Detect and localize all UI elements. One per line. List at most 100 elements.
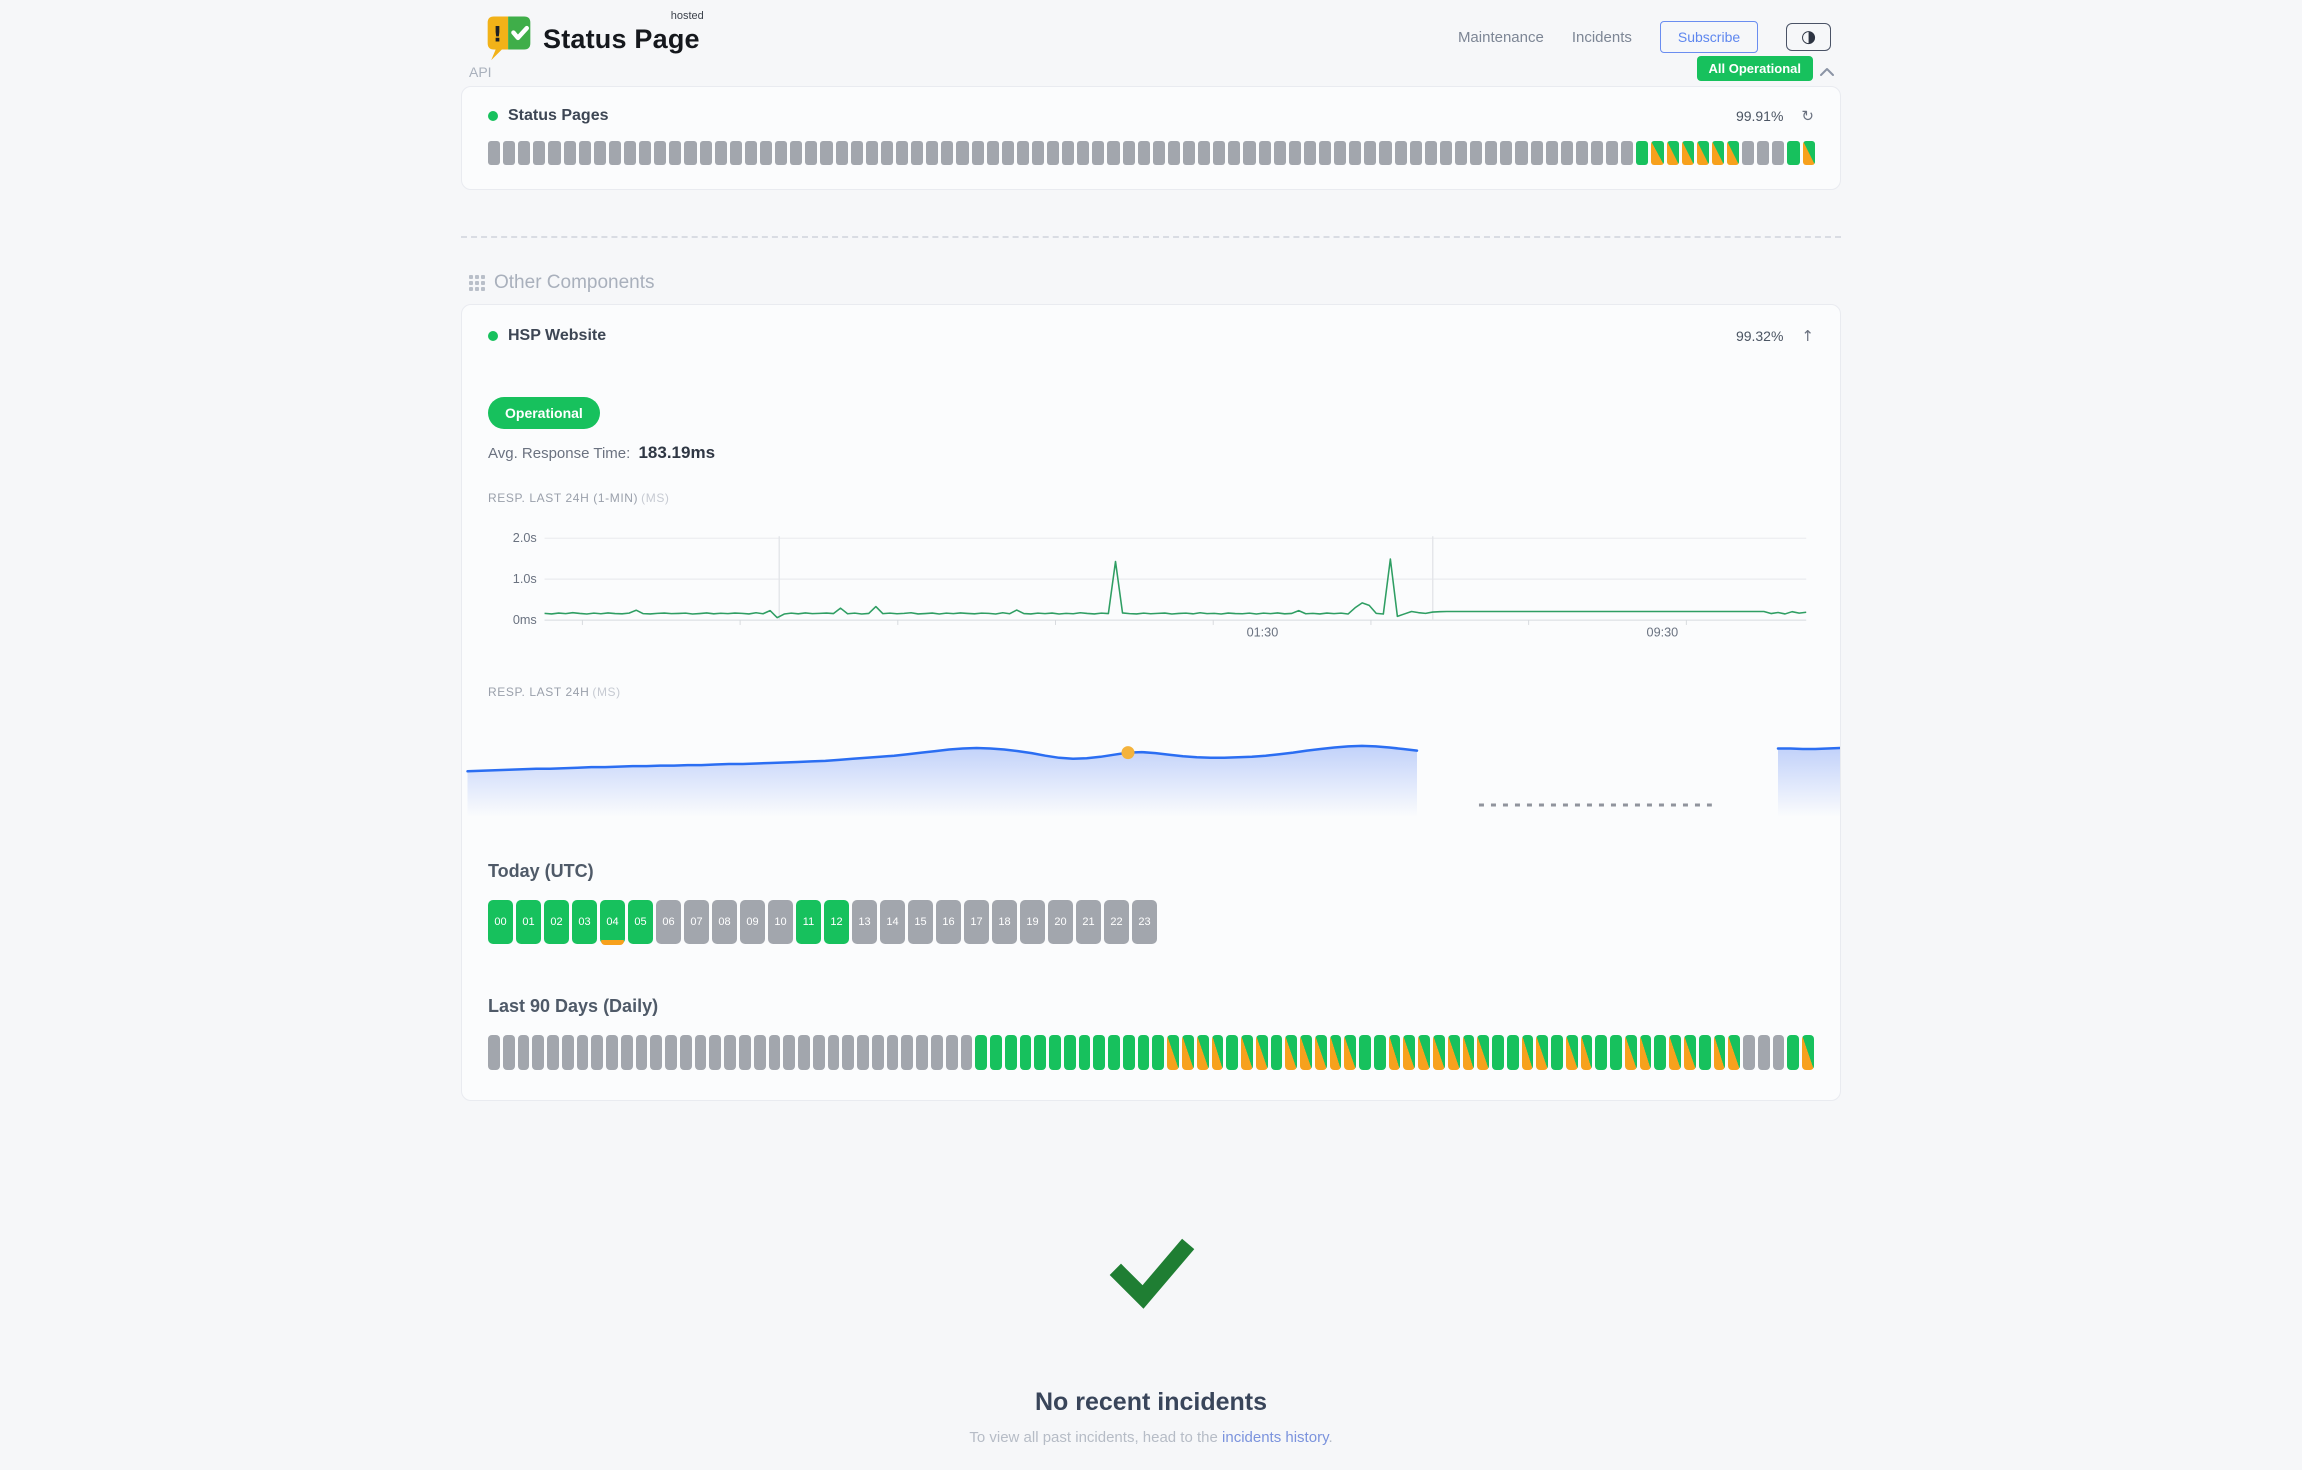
day-bar[interactable]: [827, 1035, 840, 1070]
day-bar[interactable]: [871, 1035, 884, 1070]
day-bar[interactable]: [901, 1035, 914, 1070]
uptime-bar[interactable]: [684, 141, 697, 165]
uptime-bar[interactable]: [1319, 141, 1332, 165]
day-bar[interactable]: [753, 1035, 766, 1070]
day-bar[interactable]: [606, 1035, 618, 1070]
nav-incidents[interactable]: Incidents: [1571, 28, 1632, 46]
day-bar[interactable]: [1181, 1035, 1194, 1070]
uptime-bar[interactable]: [1092, 141, 1105, 165]
day-bar[interactable]: [739, 1035, 751, 1070]
day-bar[interactable]: [1078, 1035, 1091, 1070]
uptime-bar[interactable]: [1485, 141, 1498, 165]
day-bar[interactable]: [1772, 1035, 1785, 1070]
day-bar[interactable]: [1137, 1035, 1150, 1070]
uptime-bar[interactable]: [1198, 141, 1211, 165]
hour-cell[interactable]: 01: [516, 900, 541, 944]
hour-cell[interactable]: 15: [908, 900, 933, 944]
day-bar[interactable]: [620, 1035, 633, 1070]
chart-marker-dot[interactable]: [1121, 746, 1135, 760]
day-bar[interactable]: [1373, 1035, 1386, 1070]
uptime-bar[interactable]: [1334, 141, 1347, 165]
day-bar[interactable]: [1063, 1035, 1076, 1070]
day-bar[interactable]: [488, 1035, 500, 1070]
day-bar[interactable]: [975, 1035, 988, 1070]
day-bar[interactable]: [1049, 1035, 1061, 1070]
uptime-bar[interactable]: [865, 141, 878, 165]
uptime-bar[interactable]: [1364, 141, 1377, 165]
uptime-bar[interactable]: [1258, 141, 1271, 165]
day-bar[interactable]: [1521, 1035, 1534, 1070]
uptime-bar[interactable]: [729, 141, 742, 165]
day-bar[interactable]: [798, 1035, 810, 1070]
day-bar[interactable]: [591, 1035, 604, 1070]
uptime-bar[interactable]: [503, 141, 516, 165]
uptime-bar[interactable]: [639, 141, 652, 165]
uptime-bar[interactable]: [1470, 141, 1483, 165]
hour-cell[interactable]: 09: [740, 900, 765, 944]
hour-cell[interactable]: 06: [656, 900, 681, 944]
hour-cell[interactable]: 14: [880, 900, 905, 944]
uptime-bar[interactable]: [986, 141, 999, 165]
uptime-bar[interactable]: [488, 141, 501, 165]
day-bar[interactable]: [1624, 1035, 1637, 1070]
uptime-bar[interactable]: [1424, 141, 1437, 165]
uptime-bar[interactable]: [1243, 141, 1256, 165]
day-bar[interactable]: [842, 1035, 855, 1070]
day-bar[interactable]: [1506, 1035, 1519, 1070]
day-bar[interactable]: [783, 1035, 796, 1070]
day-bar[interactable]: [1477, 1035, 1490, 1070]
hour-cell[interactable]: 23: [1132, 900, 1157, 944]
day-bar[interactable]: [1226, 1035, 1239, 1070]
day-bar[interactable]: [1004, 1035, 1017, 1070]
uptime-bar[interactable]: [1787, 141, 1800, 165]
uptime-bar[interactable]: [1047, 141, 1060, 165]
uptime-bar[interactable]: [1379, 141, 1392, 165]
day-bar[interactable]: [665, 1035, 677, 1070]
uptime-bar[interactable]: [1122, 141, 1135, 165]
day-bar[interactable]: [1743, 1035, 1755, 1070]
day-bar[interactable]: [679, 1035, 692, 1070]
day-bar[interactable]: [1270, 1035, 1283, 1070]
uptime-bar[interactable]: [518, 141, 531, 165]
day-bar[interactable]: [886, 1035, 899, 1070]
uptime-bar[interactable]: [1183, 141, 1196, 165]
uptime-bar[interactable]: [578, 141, 591, 165]
uptime-bar[interactable]: [1137, 141, 1150, 165]
uptime-bar[interactable]: [1349, 141, 1362, 165]
uptime-bar[interactable]: [1515, 141, 1528, 165]
uptime-bar[interactable]: [1681, 141, 1694, 165]
uptime-bar[interactable]: [1772, 141, 1785, 165]
uptime-bar[interactable]: [1802, 141, 1815, 165]
day-bar[interactable]: [1122, 1035, 1135, 1070]
uptime-bar[interactable]: [699, 141, 712, 165]
day-bar[interactable]: [1713, 1035, 1726, 1070]
uptime-bar[interactable]: [1062, 141, 1075, 165]
uptime-bar[interactable]: [1696, 141, 1709, 165]
day-bar[interactable]: [1211, 1035, 1224, 1070]
uptime-bar[interactable]: [775, 141, 788, 165]
day-bar[interactable]: [1241, 1035, 1253, 1070]
uptime-bar[interactable]: [1303, 141, 1317, 165]
day-bar[interactable]: [1447, 1035, 1460, 1070]
uptime-bar[interactable]: [1228, 141, 1241, 165]
uptime-bar[interactable]: [1394, 141, 1407, 165]
day-bar[interactable]: [1433, 1035, 1445, 1070]
uptime-bar[interactable]: [1288, 141, 1301, 165]
uptime-bar[interactable]: [911, 141, 924, 165]
day-bar[interactable]: [1019, 1035, 1032, 1070]
uptime-bar[interactable]: [759, 141, 773, 165]
hour-cell[interactable]: 08: [712, 900, 737, 944]
chevron-up-icon[interactable]: [1819, 67, 1835, 77]
day-bar[interactable]: [1388, 1035, 1401, 1070]
day-bar[interactable]: [1418, 1035, 1430, 1070]
day-bar[interactable]: [768, 1035, 781, 1070]
day-bar[interactable]: [1802, 1035, 1814, 1070]
uptime-bar[interactable]: [1575, 141, 1588, 165]
uptime-bar[interactable]: [1651, 141, 1664, 165]
subscribe-button[interactable]: Subscribe: [1659, 21, 1759, 53]
uptime-bar[interactable]: [744, 141, 757, 165]
uptime-bar[interactable]: [1590, 141, 1604, 165]
last90-day-bars[interactable]: [488, 1035, 1814, 1070]
uptime-bar[interactable]: [1167, 141, 1181, 165]
day-bar[interactable]: [1255, 1035, 1268, 1070]
